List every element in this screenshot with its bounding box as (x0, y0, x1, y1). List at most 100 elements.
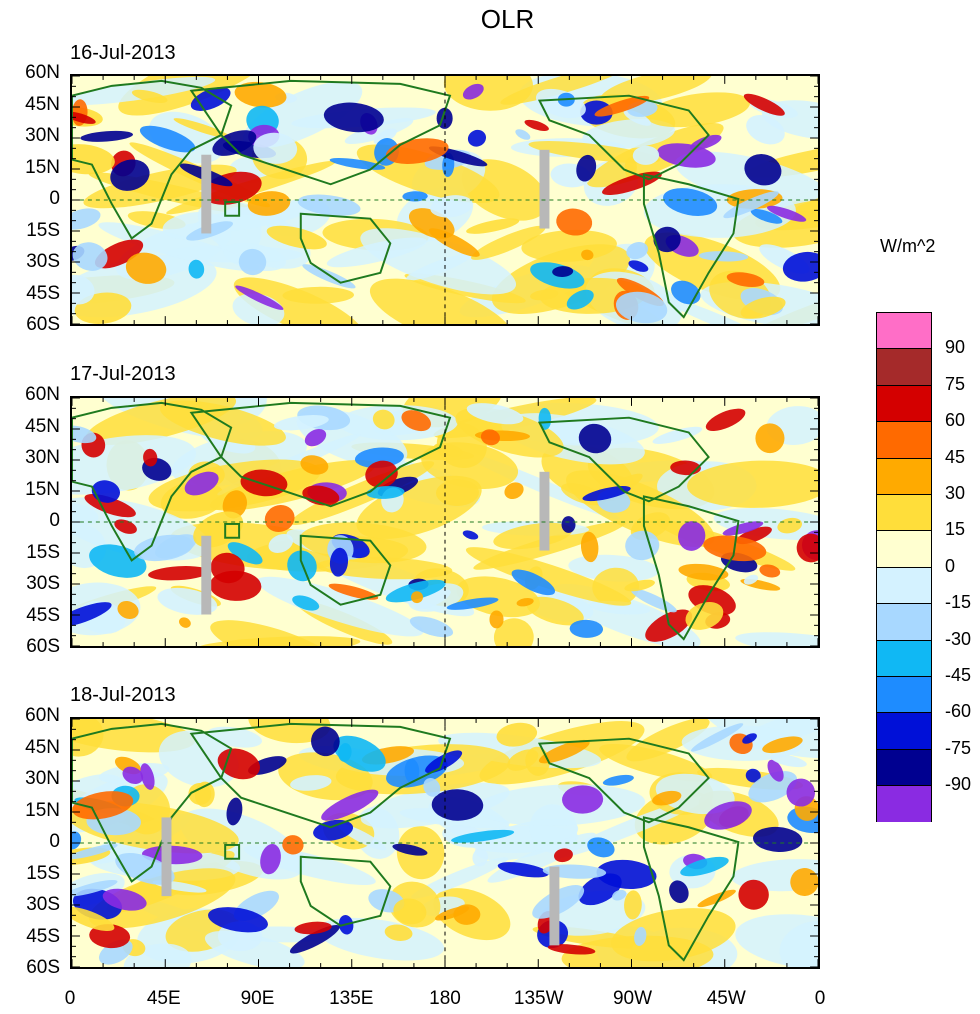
olr-anomaly-blob (634, 926, 647, 946)
olr-anomaly-blob (596, 859, 657, 889)
olr-anomaly-blob (282, 835, 304, 855)
lat-label: 30N (25, 125, 60, 146)
coastline (189, 722, 452, 829)
coastline (299, 855, 392, 927)
olr-anomaly-blob (238, 248, 267, 276)
olr-anomaly-blob (626, 242, 648, 260)
olr-anomaly-blob (431, 789, 484, 821)
olr-anomaly-blob (89, 544, 147, 578)
olr-anomaly-blob (581, 249, 594, 261)
olr-anomaly-blob (365, 460, 398, 488)
olr-anomaly-blob (406, 253, 472, 281)
olr-anomaly-blob (680, 856, 729, 877)
lon-label: 0 (814, 988, 826, 1009)
olr-anomaly-blob (646, 92, 750, 128)
olr-anomaly-blob (260, 844, 281, 875)
olr-anomaly-blob (466, 403, 524, 425)
olr-anomaly-blob (790, 868, 818, 896)
olr-anomaly-blob (738, 879, 769, 910)
olr-anomaly-blob (149, 111, 225, 164)
olr-anomaly-blob (326, 237, 427, 268)
colorbar-level-label: 90 (945, 337, 966, 358)
olr-anomaly-blob (472, 848, 488, 867)
olr-anomaly-blob (72, 791, 134, 820)
olr-anomaly-blob (465, 547, 632, 606)
olr-anomaly-blob (698, 251, 749, 262)
olr-anomaly-blob (414, 589, 451, 610)
lat-label: 60S (26, 636, 60, 657)
missing-data-strip (539, 471, 550, 551)
colorbar-level-label: 0 (945, 555, 956, 576)
olr-anomaly-blob (556, 208, 593, 236)
olr-anomaly-blob (148, 566, 210, 581)
olr-anomaly-blob (547, 944, 596, 955)
olr-map-panel-1 (70, 74, 820, 326)
olr-anomaly-blob (300, 455, 329, 475)
panel-date-3: 18-Jul-2013 (70, 684, 176, 706)
olr-anomaly-blob (84, 494, 136, 518)
olr-anomaly-blob (292, 595, 320, 611)
olr-anomaly-blob (582, 486, 631, 502)
olr-anomaly-blob (240, 469, 288, 497)
olr-anomaly-blob (755, 423, 785, 454)
lon-label: 180 (429, 988, 461, 1009)
lat-label: 45S (26, 604, 60, 626)
olr-anomaly-blob (366, 486, 405, 499)
olr-anomaly-blob (767, 759, 784, 782)
olr-anomaly-blob (504, 482, 524, 500)
olr-anomaly-blob (179, 617, 191, 628)
coastline (537, 416, 710, 503)
colorbar (876, 312, 932, 823)
olr-anomaly-blob (561, 516, 576, 533)
olr-anomaly-blob (434, 906, 470, 921)
olr-anomaly-blob (210, 620, 338, 646)
olr-anomaly-blob (740, 296, 786, 319)
olr-anomaly-blob (576, 154, 597, 182)
lat-label: 45S (26, 925, 60, 947)
lat-label: 0 (49, 510, 60, 531)
lon-label: 45E (146, 988, 181, 1009)
olr-anomaly-blob (678, 521, 706, 551)
olr-anomaly-blob (72, 906, 115, 932)
lat-label: 15N (25, 799, 60, 821)
olr-anomaly-blob (316, 557, 453, 580)
lat-label: 30S (26, 573, 60, 594)
olr-anomaly-blob (654, 293, 778, 324)
olr-anomaly-blob (385, 579, 446, 603)
olr-map-panel-3 (70, 717, 820, 969)
olr-anomaly-blob (746, 115, 785, 145)
olr-anomaly-blob (612, 889, 627, 901)
olr-anomaly-blob (131, 89, 168, 103)
olr-anomaly-blob (624, 579, 655, 592)
colorbar-swatch (877, 349, 931, 386)
olr-anomaly-blob (580, 531, 599, 563)
olr-anomaly-blob (290, 775, 332, 791)
olr-anomaly-blob (748, 771, 798, 803)
olr-anomaly-blob (625, 530, 660, 561)
olr-anomaly-blob (72, 843, 118, 860)
olr-anomaly-blob (401, 410, 432, 432)
olr-anomaly-blob (369, 278, 514, 324)
olr-anomaly-blob (311, 726, 340, 757)
olr-map-panel-2 (70, 396, 820, 648)
olr-anomaly-blob (500, 76, 629, 105)
olr-anomaly-blob (599, 743, 713, 782)
colorbar-swatch (877, 458, 931, 495)
olr-anomaly-blob (411, 591, 423, 604)
olr-anomaly-blob (274, 415, 329, 431)
olr-anomaly-blob (117, 600, 139, 619)
olr-anomaly-blob (462, 530, 479, 540)
missing-data-strip (161, 817, 172, 897)
olr-anomaly-blob (476, 784, 646, 826)
lat-label: 30N (25, 447, 60, 468)
olr-anomaly-blob (402, 191, 428, 202)
olr-anomaly-blob (515, 129, 531, 140)
olr-anomaly-blob (148, 459, 321, 512)
lat-label: 15S (26, 541, 60, 563)
lat-label: 60S (26, 314, 60, 335)
olr-anomaly-blob (602, 171, 662, 195)
olr-anomaly-blob (489, 610, 504, 629)
lat-label: 15N (25, 478, 60, 500)
colorbar-level-label: 45 (945, 446, 966, 467)
olr-anomaly-blob (702, 719, 818, 759)
